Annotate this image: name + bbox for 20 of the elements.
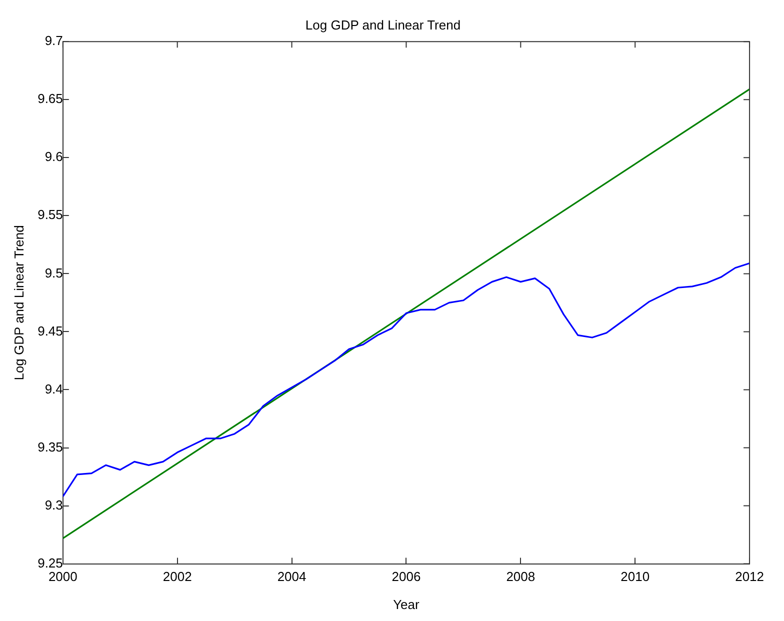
x-tick-label: 2000 [48, 569, 78, 584]
y-tick-label: 9.45 [38, 323, 63, 338]
x-tick-label: 2004 [277, 569, 306, 584]
chart-title: Log GDP and Linear Trend [305, 17, 461, 32]
y-tick-label: 9.7 [44, 33, 63, 48]
y-tick-label: 9.4 [44, 381, 63, 396]
y-tick-label: 9.3 [44, 497, 63, 512]
y-tick-label: 9.25 [38, 555, 63, 570]
x-tick-label: 2012 [735, 569, 764, 584]
y-tick-label: 9.35 [38, 439, 63, 454]
x-tick-label: 2008 [506, 569, 536, 584]
x-tick-label: 2006 [392, 569, 421, 584]
x-tick-label: 2010 [620, 569, 650, 584]
y-tick-label: 9.65 [38, 91, 63, 106]
y-axis-title: Log GDP and Linear Trend [11, 225, 26, 380]
y-tick-label: 9.5 [44, 265, 63, 280]
x-axis-title: Year [393, 596, 420, 612]
y-tick-label: 9.6 [44, 149, 63, 164]
y-tick-label: 9.55 [38, 207, 63, 222]
x-tick-label: 2002 [162, 569, 192, 584]
